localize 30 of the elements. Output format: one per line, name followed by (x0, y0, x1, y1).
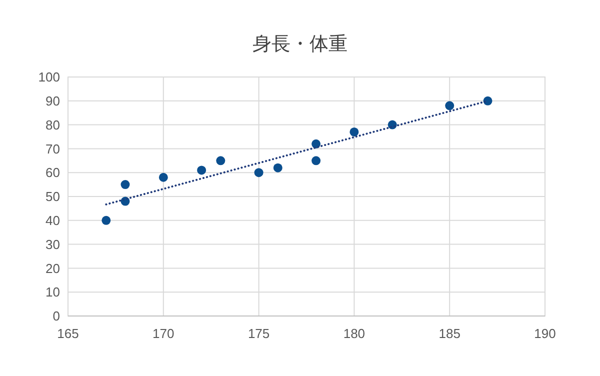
point (445, 101, 454, 110)
point (254, 168, 264, 178)
y-tick-label: 50 (46, 189, 60, 204)
x-tick-label: 170 (152, 326, 174, 341)
y-tick-label: 100 (38, 70, 60, 85)
x-tick-label: 180 (343, 326, 366, 341)
point (483, 96, 492, 106)
y-tick-label: 40 (46, 212, 60, 228)
point (312, 156, 321, 166)
point (102, 216, 111, 225)
y-tick-label: 70 (46, 141, 60, 156)
point (350, 127, 359, 136)
y-tick-label: 0 (52, 308, 60, 324)
x-tick-label: 165 (57, 326, 79, 341)
y-tick-label: 60 (46, 165, 60, 180)
y-tick-label: 10 (46, 284, 60, 300)
point (216, 156, 226, 166)
y-tick-label: 80 (46, 117, 60, 132)
point (197, 166, 206, 175)
y-tick-label: 90 (46, 93, 60, 108)
chart-title: 身長・体重 (252, 34, 348, 55)
point (312, 139, 321, 148)
x-tick-label: 175 (248, 326, 270, 341)
x-tick-label: 190 (534, 326, 556, 341)
point (120, 180, 130, 190)
y-tick-label: 20 (46, 260, 60, 276)
point (158, 172, 168, 182)
y-tick-label: 30 (46, 236, 60, 252)
x-tick-label: 185 (438, 326, 460, 341)
point (273, 163, 282, 172)
